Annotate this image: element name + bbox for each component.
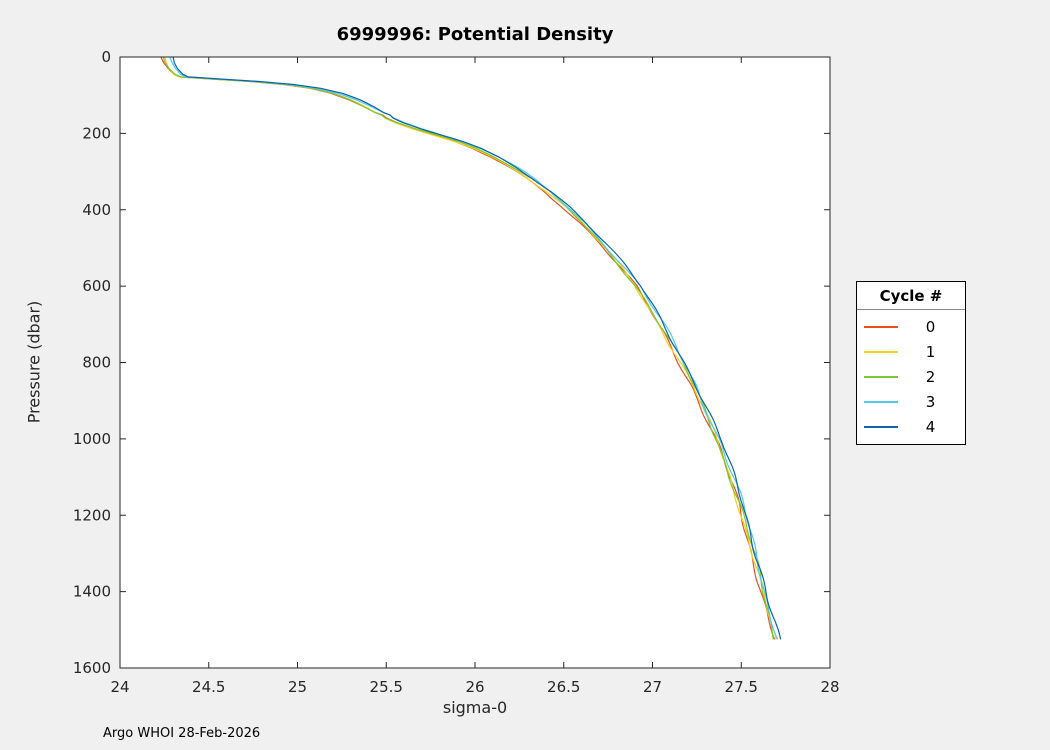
x-axis-label: sigma-0 (442, 698, 508, 717)
legend-line-sample (864, 400, 898, 403)
x-tick-label: 25.5 (370, 678, 403, 696)
series-group (160, 57, 782, 640)
legend-entry-label: 4 (925, 417, 936, 436)
y-tick-label: 1400 (73, 583, 111, 601)
footer-text: Argo WHOI 28-Feb-2026 (103, 726, 261, 741)
series-line-cycle-1 (164, 57, 777, 640)
y-tick-label: 400 (82, 201, 111, 219)
plot-area (120, 57, 830, 668)
y-tick-label: 1000 (73, 430, 111, 448)
legend-entry-label: 2 (925, 367, 936, 386)
legend-row-cycle-3: 3 (857, 389, 965, 414)
x-tick-label: 24.5 (192, 678, 225, 696)
legend-entry-label: 1 (925, 342, 936, 361)
x-tick-label: 27 (643, 678, 662, 696)
series-line-cycle-4 (172, 57, 782, 640)
y-tick-label: 0 (101, 48, 111, 66)
y-axis-label: Pressure (dbar) (24, 300, 44, 424)
legend-entry-label: 0 (925, 317, 936, 336)
legend-line-sample (864, 375, 898, 378)
legend-title: Cycle # (857, 282, 965, 310)
legend: Cycle # 0 1 2 3 4 (856, 281, 966, 445)
y-tick-label: 200 (82, 124, 111, 142)
x-tick-label: 26.5 (547, 678, 580, 696)
plot-title: 6999996: Potential Density (336, 24, 614, 45)
y-tick-label: 1600 (73, 659, 111, 677)
legend-row-cycle-1: 1 (857, 339, 965, 364)
legend-line-sample (864, 325, 898, 328)
series-line-cycle-0 (160, 57, 776, 640)
x-tick-label: 28 (820, 678, 839, 696)
y-tick-label: 800 (82, 354, 111, 372)
legend-row-cycle-2: 2 (857, 364, 965, 389)
legend-row-cycle-4: 4 (857, 414, 965, 439)
legend-row-cycle-0: 0 (857, 314, 965, 339)
y-tick-label: 1200 (73, 506, 111, 524)
y-tick-label: 600 (82, 277, 111, 295)
legend-line-sample (864, 350, 898, 353)
x-tick-label: 25 (288, 678, 307, 696)
legend-line-sample (864, 425, 898, 428)
x-tick-label: 24 (110, 678, 129, 696)
legend-entries: 0 1 2 3 4 (857, 310, 965, 444)
legend-entry-label: 3 (925, 392, 936, 411)
x-tick-label: 27.5 (725, 678, 758, 696)
x-tick-label: 26 (465, 678, 484, 696)
